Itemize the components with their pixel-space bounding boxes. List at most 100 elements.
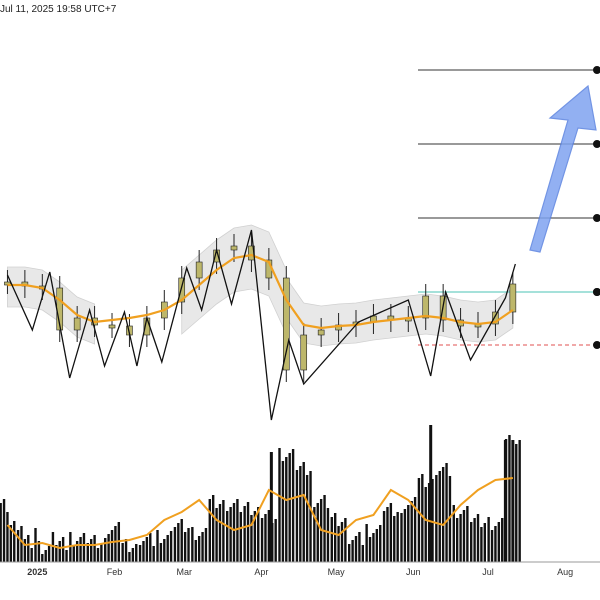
volume-bar xyxy=(473,518,476,562)
volume-bar xyxy=(483,523,487,562)
volume-bar xyxy=(243,506,246,562)
volume-bar xyxy=(497,522,501,562)
volume-bar xyxy=(372,533,375,562)
target-marker xyxy=(593,66,600,74)
volume-bar xyxy=(382,511,386,562)
candle-body xyxy=(300,334,308,371)
zigzag-line xyxy=(6,229,516,421)
volume-bar xyxy=(354,536,358,562)
volume-bar xyxy=(166,535,169,562)
volume-bar xyxy=(27,535,30,562)
volume-bar xyxy=(135,544,138,562)
volume-bar xyxy=(302,462,305,562)
volume-bar xyxy=(459,514,462,562)
volume-bar xyxy=(400,513,403,562)
volume-bar xyxy=(169,531,173,562)
volume-bar xyxy=(114,526,117,562)
volume-bar xyxy=(149,533,152,562)
volume-bar xyxy=(348,544,351,562)
volume-bar xyxy=(55,545,58,562)
volume-bar xyxy=(340,522,344,562)
volume-bar xyxy=(208,499,211,562)
candle-body xyxy=(317,329,325,336)
volume-bar xyxy=(211,495,215,562)
volume-bar xyxy=(375,529,379,562)
volume-bar xyxy=(403,509,407,562)
volume-bar xyxy=(337,526,340,562)
volume-bar xyxy=(281,461,285,562)
volume-bar xyxy=(413,497,417,562)
candle-body xyxy=(422,295,430,319)
volume-bar xyxy=(61,537,65,562)
candle-body xyxy=(73,317,81,331)
volume-bar xyxy=(23,539,27,562)
candle-body xyxy=(492,311,499,325)
volume-bar xyxy=(44,550,47,562)
envelope-band xyxy=(285,276,514,347)
volume-bar xyxy=(20,526,23,562)
volume-bar xyxy=(236,499,239,562)
axis-layer: 2025 Feb Mar Apr May Jun Jul Aug xyxy=(0,561,600,577)
volume-bar xyxy=(232,503,236,562)
candle-body xyxy=(108,324,116,329)
volume-bar xyxy=(124,539,128,562)
volume-bar xyxy=(316,503,319,562)
volume-bar xyxy=(267,510,271,562)
volume-bar xyxy=(518,440,521,562)
volume-bar xyxy=(194,540,197,562)
x-axis-tick-label: Jul xyxy=(482,567,494,577)
moving-average-line xyxy=(7,253,514,330)
candle-body xyxy=(509,283,517,313)
volume-bar xyxy=(13,521,16,562)
volume-bar xyxy=(501,518,504,562)
volume-bar xyxy=(142,541,145,562)
volume-bar xyxy=(163,539,166,562)
candle-body xyxy=(230,245,238,251)
volume-bar xyxy=(41,554,44,562)
target-marker xyxy=(593,140,600,148)
volume-bar xyxy=(424,487,427,562)
volume-bar xyxy=(65,550,68,562)
volume-bar xyxy=(107,534,110,562)
volume-bar xyxy=(421,474,424,562)
x-axis-tick-label: Apr xyxy=(254,567,268,577)
volume-bar xyxy=(264,514,267,562)
volume-bar xyxy=(93,535,96,562)
volume-bar xyxy=(278,448,281,562)
volume-bar xyxy=(16,530,20,562)
volume-bar xyxy=(121,543,124,562)
volume-bar xyxy=(326,508,330,562)
volume-spike xyxy=(503,440,507,562)
volume-bar xyxy=(508,435,511,562)
volume-bar xyxy=(96,548,100,562)
volume-bar xyxy=(344,518,347,562)
volume-bar xyxy=(218,504,222,562)
volume-bar xyxy=(34,528,37,562)
volume-bar xyxy=(177,523,180,562)
volume-bar xyxy=(309,471,312,562)
volume-bar xyxy=(462,510,466,562)
volume-bar xyxy=(393,516,396,562)
volume-bar xyxy=(358,532,361,562)
volume-bar xyxy=(438,471,441,562)
volume-bar xyxy=(82,533,86,562)
zigzag-layer xyxy=(6,229,516,421)
volume-bar xyxy=(431,479,434,562)
chart-timestamp: Jul 11, 2025 19:58 UTC+7 xyxy=(0,4,117,15)
volume-bar xyxy=(250,515,253,562)
volume-bar xyxy=(75,541,79,562)
volume-bar xyxy=(515,444,518,562)
volume-bar xyxy=(389,503,393,562)
volume-bar xyxy=(410,501,413,562)
volume-bar xyxy=(368,537,372,562)
volume-bar xyxy=(487,517,490,562)
volume-bar xyxy=(215,508,218,562)
volume-bar xyxy=(494,526,497,562)
target-marker xyxy=(593,214,600,222)
volume-bar xyxy=(253,511,257,562)
volume-bar xyxy=(37,541,41,562)
volume-bar xyxy=(351,540,354,562)
volume-bar xyxy=(0,503,2,562)
volume-bar xyxy=(128,552,131,562)
